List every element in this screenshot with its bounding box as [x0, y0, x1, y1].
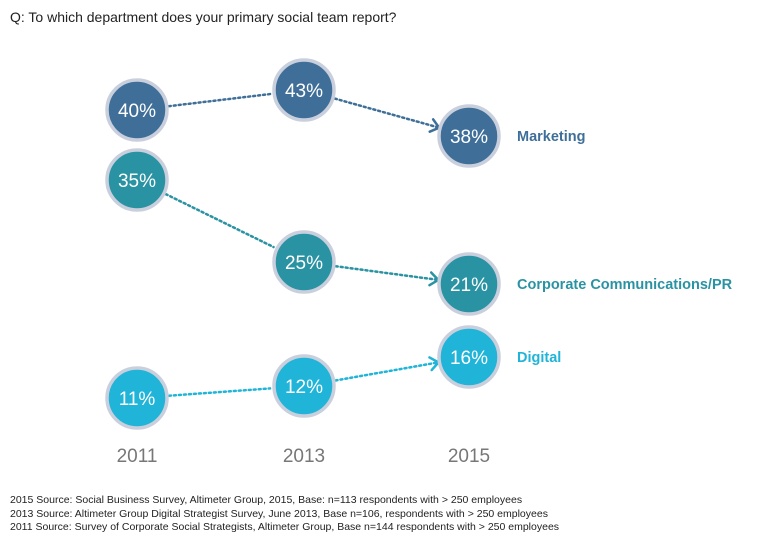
- bubble-0-2: [437, 104, 501, 168]
- value-label-2-0: 11%: [119, 389, 156, 410]
- bubble-2-1: [272, 354, 336, 418]
- value-label-1-2: 21%: [450, 275, 488, 296]
- connector-0-0: [167, 92, 272, 108]
- chart-question: Q: To which department does your primary…: [10, 9, 397, 25]
- series-label-1: Corporate Communications/PR: [517, 277, 733, 293]
- sources: 2015 Source: Social Business Survey, Alt…: [10, 494, 559, 535]
- year-label-2011: 2011: [117, 446, 158, 467]
- series-label-2: Digital: [517, 350, 561, 366]
- value-label-0-1: 43%: [285, 81, 323, 102]
- value-label-1-0: 35%: [118, 171, 156, 192]
- value-label-1-1: 25%: [285, 253, 323, 274]
- connector-2-1: [334, 361, 437, 382]
- bubble-0-1: [272, 58, 336, 122]
- series-label-0: Marketing: [517, 129, 586, 145]
- connector-1-0: [164, 192, 275, 249]
- value-label-0-2: 38%: [450, 127, 488, 148]
- bubble-2-2: [437, 325, 501, 389]
- value-label-2-2: 16%: [450, 348, 488, 369]
- connector-2-0: [167, 387, 272, 397]
- value-label-0-0: 40%: [118, 101, 156, 122]
- source-2011: 2011 Source: Survey of Corporate Social …: [10, 521, 560, 533]
- source-2015: 2015 Source: Social Business Survey, Alt…: [10, 494, 523, 506]
- bubble-1-0: [105, 148, 169, 212]
- bubble-1-2: [437, 252, 501, 316]
- year-label-2013: 2013: [283, 446, 325, 467]
- bubble-0-0: [105, 78, 169, 142]
- value-label-2-1: 12%: [285, 377, 323, 398]
- bubble-2-0: [105, 366, 169, 430]
- connector-0-1: [333, 97, 438, 129]
- year-label-2015: 2015: [448, 446, 490, 467]
- bubble-1-1: [272, 230, 336, 294]
- slope-chart: 40% 43% 38% Marketing 35% 25% 21% Corporate Com…: [105, 58, 733, 467]
- source-2013: 2013 Source: Altimeter Group Digital Str…: [10, 507, 548, 520]
- connector-1-1: [334, 264, 437, 281]
